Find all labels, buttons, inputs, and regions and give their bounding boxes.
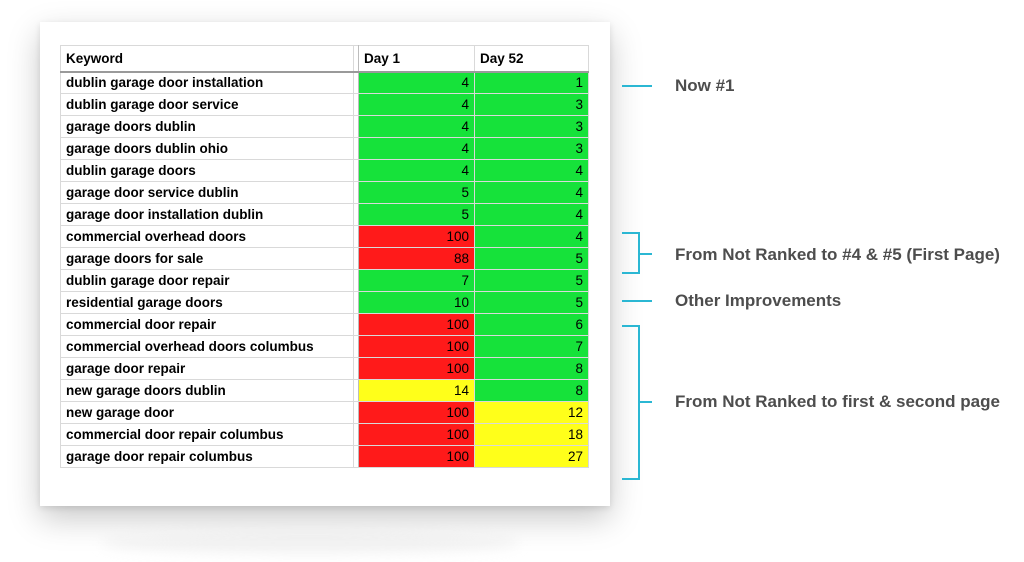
- table-row: dublin garage door installation 4 1: [60, 71, 589, 94]
- day1-rank-cell: 10: [358, 291, 475, 314]
- table-row: garage door installation dublin 5 4: [60, 203, 589, 226]
- ranking-table: Keyword Day 1 Day 52 dublin garage door …: [60, 45, 589, 468]
- first-page-bracket-bottom: [622, 272, 640, 274]
- keyword-cell: garage doors dublin: [60, 115, 354, 138]
- day1-rank-cell: 14: [358, 379, 475, 402]
- day52-rank-cell: 3: [474, 115, 589, 138]
- header-day52: Day 52: [474, 45, 589, 73]
- keyword-cell: garage door repair columbus: [60, 445, 354, 468]
- day1-rank-cell: 100: [358, 335, 475, 358]
- table-row: commercial door repair 100 6: [60, 313, 589, 336]
- keyword-cell: dublin garage door installation: [60, 71, 354, 94]
- day52-rank-cell: 7: [474, 335, 589, 358]
- day1-rank-cell: 100: [358, 225, 475, 248]
- table-row: commercial door repair columbus 100 18: [60, 423, 589, 446]
- first-second-bracket-bottom: [622, 478, 640, 480]
- first-second-page-bracket: [638, 325, 640, 480]
- day1-rank-cell: 5: [358, 203, 475, 226]
- first-page-bracket: [638, 232, 640, 274]
- day52-rank-cell: 6: [474, 313, 589, 336]
- table-header-row: Keyword Day 1 Day 52: [60, 45, 589, 73]
- day52-rank-cell: 12: [474, 401, 589, 424]
- annotation-other-improvements: Other Improvements: [675, 291, 842, 310]
- day1-rank-cell: 4: [358, 93, 475, 116]
- day1-rank-cell: 100: [358, 423, 475, 446]
- day1-rank-cell: 100: [358, 445, 475, 468]
- day52-rank-cell: 3: [474, 137, 589, 160]
- decorative-smudge: [100, 532, 520, 554]
- day1-rank-cell: 100: [358, 401, 475, 424]
- table-body: dublin garage door installation 4 1 dublin …: [60, 71, 589, 468]
- day52-rank-cell: 4: [474, 181, 589, 204]
- table-row: residential garage doors 10 5: [60, 291, 589, 314]
- keyword-cell: garage door service dublin: [60, 181, 354, 204]
- day52-rank-cell: 8: [474, 379, 589, 402]
- table-row: garage door repair columbus 100 27: [60, 445, 589, 468]
- header-day1: Day 1: [358, 45, 475, 73]
- keyword-cell: new garage door: [60, 401, 354, 424]
- other-improvements-marker: [622, 300, 652, 302]
- keyword-cell: commercial overhead doors columbus: [60, 335, 354, 358]
- day52-rank-cell: 8: [474, 357, 589, 380]
- day1-rank-cell: 4: [358, 159, 475, 182]
- keyword-cell: residential garage doors: [60, 291, 354, 314]
- day52-rank-cell: 4: [474, 159, 589, 182]
- table-row: garage door service dublin 5 4: [60, 181, 589, 204]
- keyword-cell: garage doors for sale: [60, 247, 354, 270]
- table-row: garage door repair 100 8: [60, 357, 589, 380]
- table-row: dublin garage door service 4 3: [60, 93, 589, 116]
- keyword-cell: garage door installation dublin: [60, 203, 354, 226]
- table-row: dublin garage door repair 7 5: [60, 269, 589, 292]
- first-page-bracket-arm: [640, 253, 652, 255]
- keyword-cell: new garage doors dublin: [60, 379, 354, 402]
- header-keyword: Keyword: [60, 45, 354, 73]
- first-second-bracket-arm: [640, 401, 652, 403]
- keyword-cell: commercial overhead doors: [60, 225, 354, 248]
- day1-rank-cell: 100: [358, 357, 475, 380]
- day52-rank-cell: 3: [474, 93, 589, 116]
- table-row: garage doors dublin ohio 4 3: [60, 137, 589, 160]
- day52-rank-cell: 27: [474, 445, 589, 468]
- day1-rank-cell: 4: [358, 71, 475, 94]
- day52-rank-cell: 4: [474, 203, 589, 226]
- annotation-now-first: Now #1: [675, 76, 735, 95]
- first-page-bracket-top: [622, 232, 640, 234]
- table-row: new garage doors dublin 14 8: [60, 379, 589, 402]
- day1-rank-cell: 7: [358, 269, 475, 292]
- day52-rank-cell: 5: [474, 291, 589, 314]
- keyword-cell: commercial door repair columbus: [60, 423, 354, 446]
- day52-rank-cell: 4: [474, 225, 589, 248]
- day1-rank-cell: 100: [358, 313, 475, 336]
- annotation-not-ranked-first-page: From Not Ranked to #4 & #5 (First Page): [675, 245, 1000, 264]
- keyword-cell: dublin garage doors: [60, 159, 354, 182]
- first-second-bracket-top: [622, 325, 640, 327]
- day1-rank-cell: 4: [358, 137, 475, 160]
- day1-rank-cell: 4: [358, 115, 475, 138]
- table-row: garage doors for sale 88 5: [60, 247, 589, 270]
- day52-rank-cell: 1: [474, 71, 589, 94]
- table-row: new garage door 100 12: [60, 401, 589, 424]
- annotation-not-ranked-first-second-page: From Not Ranked to first & second page: [675, 392, 1000, 411]
- now-first-marker: [622, 85, 652, 87]
- table-row: dublin garage doors 4 4: [60, 159, 589, 182]
- day1-rank-cell: 5: [358, 181, 475, 204]
- day1-rank-cell: 88: [358, 247, 475, 270]
- table-row: commercial overhead doors 100 4: [60, 225, 589, 248]
- keyword-cell: dublin garage door repair: [60, 269, 354, 292]
- day52-rank-cell: 5: [474, 247, 589, 270]
- keyword-cell: garage doors dublin ohio: [60, 137, 354, 160]
- table-row: garage doors dublin 4 3: [60, 115, 589, 138]
- day52-rank-cell: 5: [474, 269, 589, 292]
- keyword-cell: commercial door repair: [60, 313, 354, 336]
- day52-rank-cell: 18: [474, 423, 589, 446]
- table-row: commercial overhead doors columbus 100 7: [60, 335, 589, 358]
- keyword-cell: garage door repair: [60, 357, 354, 380]
- keyword-cell: dublin garage door service: [60, 93, 354, 116]
